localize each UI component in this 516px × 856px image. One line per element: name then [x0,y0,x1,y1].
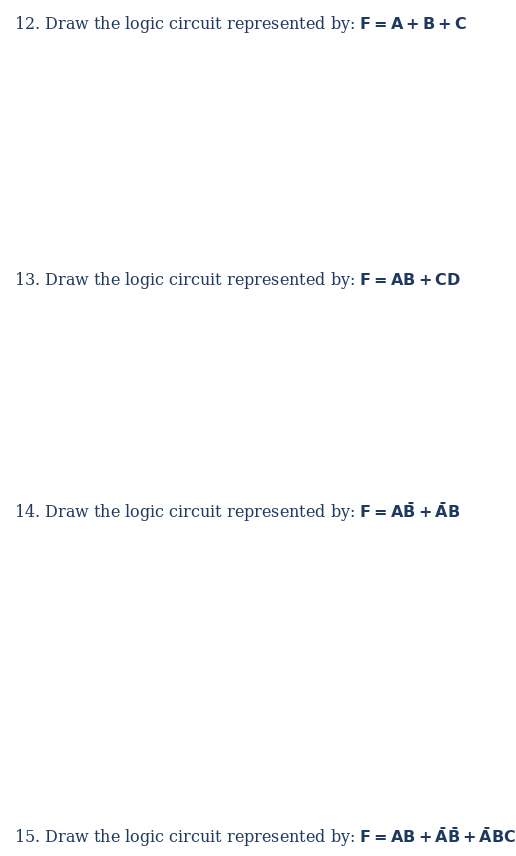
Text: 12. Draw the logic circuit represented by: $\mathbf{F = A + B + C}$: 12. Draw the logic circuit represented b… [14,14,467,35]
Text: 14. Draw the logic circuit represented by: $\mathbf{F = A\bar{B} + \bar{A}B}$: 14. Draw the logic circuit represented b… [14,500,461,524]
Text: 13. Draw the logic circuit represented by: $\mathbf{F = AB + CD}$: 13. Draw the logic circuit represented b… [14,270,461,291]
Text: 15. Draw the logic circuit represented by: $\mathbf{F = AB + \bar{A}\bar{B} + \b: 15. Draw the logic circuit represented b… [14,825,516,849]
